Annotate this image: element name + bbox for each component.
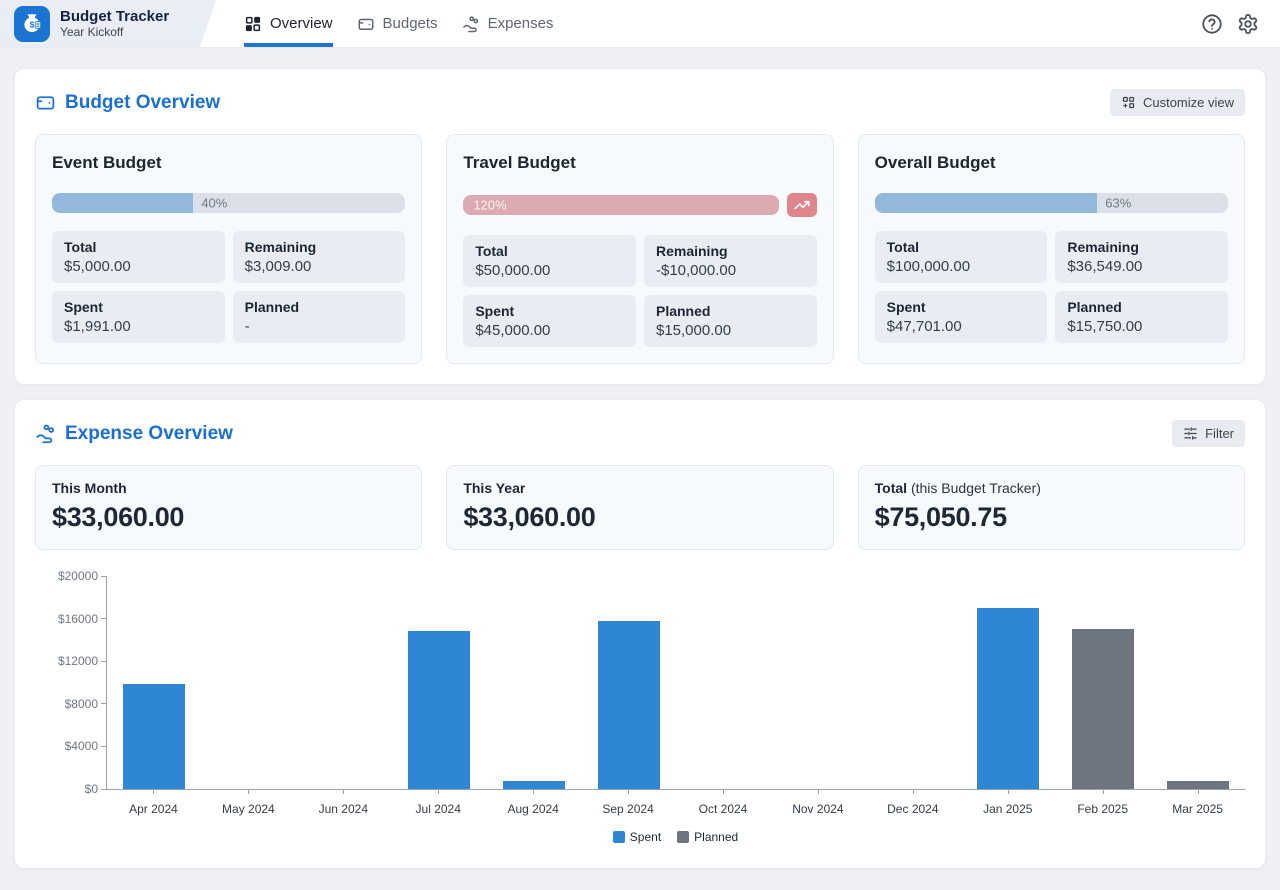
stat-total: Total $5,000.00 [52,231,225,283]
stat-planned: Planned $15,750.00 [1055,291,1228,343]
budget-card-title: Travel Budget [463,153,576,172]
legend-label: Spent [629,830,662,844]
expense-bar-chart: $0 $4000 $8000 $12000 $16000 $20000 Apr 2024 M… [35,569,1245,844]
x-axis-label: Mar 2025 [1150,790,1245,816]
progress-percent-label: 63% [1105,195,1132,211]
trending-up-icon [786,193,817,217]
y-axis-tick-label: $8000 [64,696,98,711]
progress-percent-label: 120% [473,197,507,213]
x-axis-label: Dec 2024 [865,790,960,816]
y-axis-tick-label: $20000 [57,569,98,583]
hand-coins-icon [462,15,480,33]
budget-overview-title: Budget Overview [35,92,220,114]
summary-value: $33,060.00 [463,502,596,532]
tab-overview-label: Overview [270,15,333,32]
budget-card-overall: Overall Budget 63% Total $100,000.00 Rema… [857,134,1245,364]
app-brand: $ Budget Tracker Year Kickoff [0,0,216,47]
legend-swatch [612,831,625,843]
progress-bar: 120% [463,195,779,215]
tab-expenses-label: Expenses [487,15,554,32]
app-title: Budget Tracker [60,7,170,25]
tab-budgets-label: Budgets [382,15,438,32]
progress-bar: 40% [52,193,406,213]
wallet-icon [35,92,56,113]
budget-card-title: Event Budget [52,153,162,172]
progress-bar: 63% [874,193,1228,213]
chart-bar-planned [1166,781,1229,789]
stat-spent: Spent $1,991.00 [52,291,225,343]
chart-bar-spent [123,683,186,789]
main-tabs: Overview Budgets Expenses [244,0,553,47]
budget-card-title: Overall Budget [874,153,996,172]
header-actions [1200,0,1280,47]
stat-spent: Spent $47,701.00 [874,291,1048,343]
x-axis-label: Jun 2024 [296,790,391,816]
money-bag-logo-icon: $ [14,6,50,42]
stat-total: Total $100,000.00 [874,231,1048,283]
stat-planned: Planned - [232,291,406,343]
chart-bar-planned [1071,629,1134,789]
chart-legend: Spent Planned [106,830,1245,844]
budget-card-travel: Travel Budget 120% Total $50,000.00 Remai… [446,134,834,364]
summary-value: $33,060.00 [52,502,185,532]
stat-spent: Spent $45,000.00 [463,295,636,347]
stat-remaining: Remaining -$10,000.00 [643,235,817,287]
y-axis-tick-label: $0 [84,782,98,796]
legend-swatch [677,831,690,843]
app-header: $ Budget Tracker Year Kickoff Overview [0,0,1280,48]
layout-grid-icon [1121,95,1136,110]
tab-overview[interactable]: Overview [244,0,333,47]
main-content: Budget Overview Customize view Event Bud… [0,48,1280,869]
x-axis-label: Nov 2024 [770,790,865,816]
x-axis-label: Feb 2025 [1055,790,1150,816]
legend-label: Planned [694,830,739,844]
chart-x-axis: Apr 2024 May 2024 Jun 2024 Jul 2024 Aug 2024… [106,790,1245,816]
chart-bar-spent [407,631,470,789]
customize-view-button[interactable]: Customize view [1109,89,1245,116]
tab-budgets[interactable]: Budgets [357,0,438,47]
app-subtitle: Year Kickoff [60,25,124,40]
summary-card-this-year: This Year $33,060.00 [446,465,834,550]
hand-coins-icon [35,423,56,444]
tab-expenses[interactable]: Expenses [462,0,554,47]
x-axis-label: Jul 2024 [391,790,486,816]
stat-remaining: Remaining $3,009.00 [232,231,406,283]
y-axis-tick-label: $16000 [57,611,98,626]
y-axis-tick-label: $12000 [57,654,98,669]
budget-cards-row: Event Budget 40% Total $5,000.00 Remainin… [35,134,1245,364]
x-axis-label: Sep 2024 [581,790,676,816]
x-axis-label: Apr 2024 [106,790,201,816]
stat-remaining: Remaining $36,549.00 [1055,231,1228,283]
expense-summary-row: This Month $33,060.00 This Year $33,060.… [35,465,1245,550]
svg-text:$: $ [30,19,35,29]
expense-overview-title: Expense Overview [35,423,233,445]
chart-bar-spent [502,781,565,789]
x-axis-label: Jan 2025 [960,790,1055,816]
budget-overview-section: Budget Overview Customize view Event Bud… [14,68,1266,385]
sliders-icon [1183,426,1198,441]
stat-total: Total $50,000.00 [463,235,636,287]
stat-planned: Planned $15,000.00 [643,295,817,347]
x-axis-label: Oct 2024 [676,790,771,816]
y-axis-tick-label: $4000 [64,739,98,754]
wallet-icon [357,15,375,33]
chart-bar-spent [597,621,660,789]
budget-card-event: Event Budget 40% Total $5,000.00 Remainin… [35,134,423,364]
filter-button[interactable]: Filter [1172,420,1245,447]
summary-value: $75,050.75 [874,502,1007,532]
settings-gear-icon[interactable] [1236,12,1260,36]
chart-plot: $0 $4000 $8000 $12000 $16000 $20000 [58,569,1245,796]
expense-overview-section: Expense Overview Filter This Month $33,0… [14,399,1266,869]
help-icon[interactable] [1200,12,1224,36]
legend-item-spent[interactable]: Spent [612,830,662,844]
progress-percent-label: 40% [201,195,228,211]
x-axis-label: May 2024 [201,790,296,816]
summary-card-total: Total (this Budget Tracker) $75,050.75 [857,465,1245,550]
x-axis-label: Aug 2024 [486,790,581,816]
grid-icon [244,15,262,33]
chart-bar-spent [976,607,1039,789]
legend-item-planned[interactable]: Planned [677,830,738,844]
summary-card-this-month: This Month $33,060.00 [35,465,423,550]
